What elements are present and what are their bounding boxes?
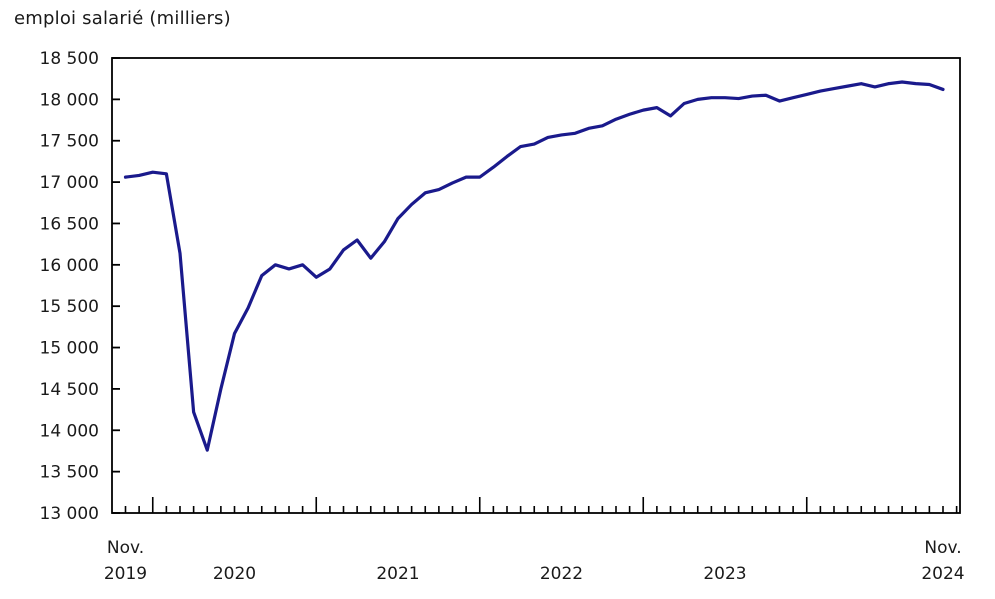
x-label-last-year: 2024 [921, 564, 964, 584]
x-label-year: 2020 [213, 564, 256, 584]
x-label-year: 2022 [540, 564, 583, 584]
x-label-last-month: Nov. [924, 538, 961, 558]
chart-title: emploi salarié (milliers) [14, 8, 231, 29]
data-line-group [123, 80, 945, 452]
y-tick-label: 15 000 [40, 339, 99, 359]
x-label-year: 2021 [376, 564, 419, 584]
y-tick-label: 17 500 [40, 132, 99, 152]
y-tick-label: 13 000 [40, 504, 99, 524]
y-axis: 13 000 13 500 14 000 14 500 15 000 15 500 16 0… [40, 49, 120, 524]
plot-frame [111, 57, 961, 514]
y-tick-label: 14 000 [40, 421, 99, 441]
y-tick-label: 16 500 [40, 214, 99, 234]
y-tick-label: 18 000 [40, 90, 99, 110]
x-axis: Nov. 2019 2020 2021 2022 2023 Nov. 2024 [104, 497, 965, 584]
y-tick-label: 18 500 [40, 49, 99, 69]
x-label-year: 2023 [703, 564, 746, 584]
y-tick-label: 13 500 [40, 463, 99, 483]
y-tick-label: 14 500 [40, 380, 99, 400]
plot-frame-rect [111, 57, 961, 514]
y-tick-label: 16 000 [40, 256, 99, 276]
y-tick-label: 15 500 [40, 297, 99, 317]
employment-line [123, 80, 945, 452]
x-label-first-year: 2019 [104, 564, 147, 584]
x-label-first-month: Nov. [107, 538, 144, 558]
y-tick-label: 17 000 [40, 173, 99, 193]
